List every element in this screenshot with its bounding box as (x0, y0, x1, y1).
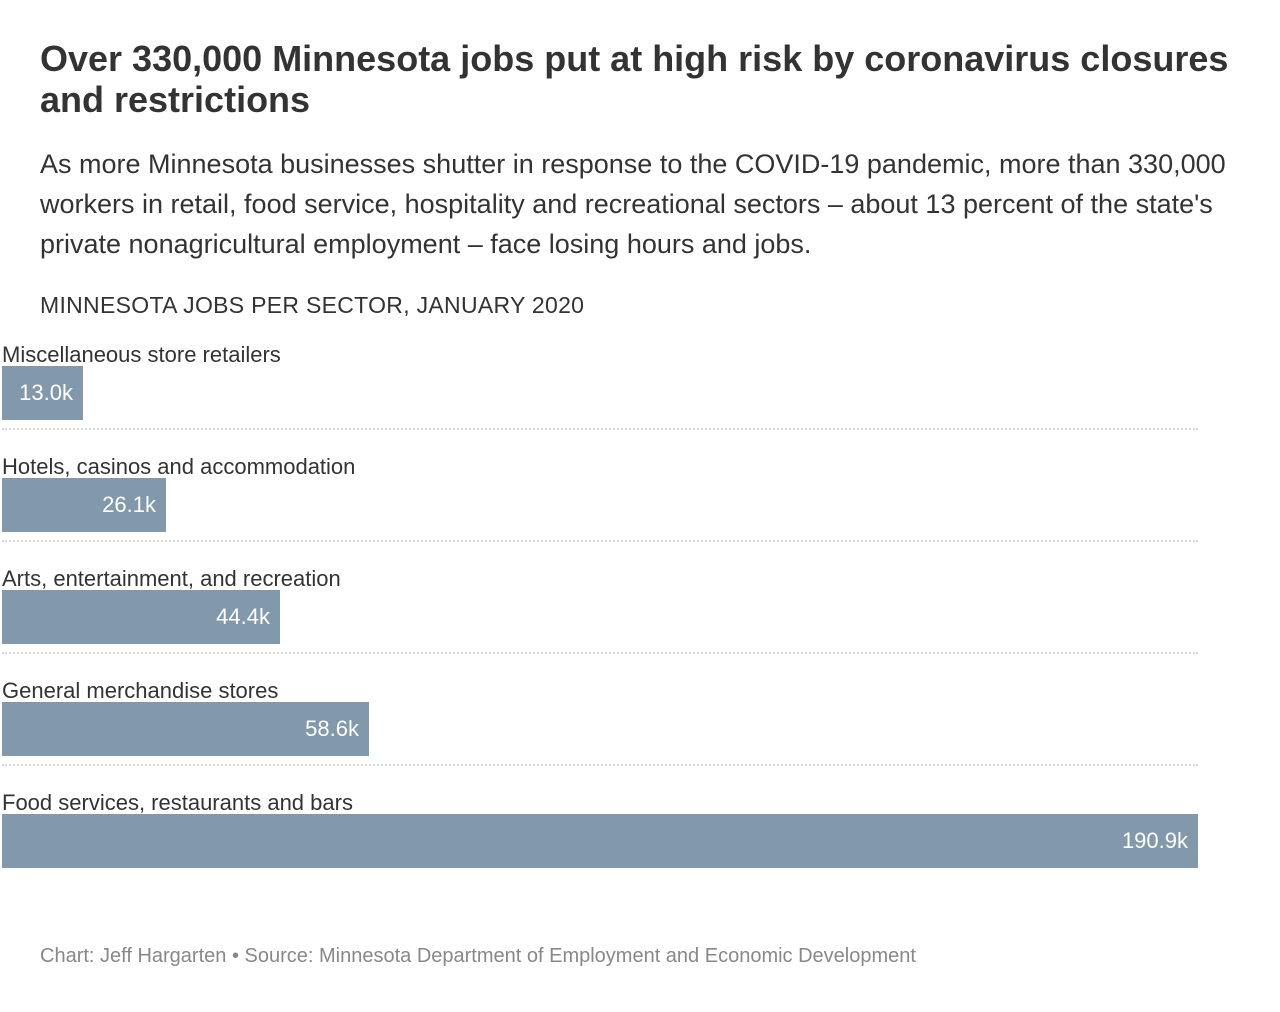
row-divider (2, 428, 1198, 430)
row-divider (2, 764, 1198, 766)
bar-row: Miscellaneous store retailers 13.0k (2, 326, 1198, 438)
category-label: Miscellaneous store retailers (2, 342, 281, 367)
bar (2, 478, 166, 532)
chart-heading: MINNESOTA JOBS PER SECTOR, JANUARY 2020 (40, 292, 585, 318)
bar-value-label: 58.6k (305, 716, 359, 741)
bar (2, 702, 369, 756)
bar-track: 58.6k (2, 702, 1198, 756)
bar-row: Hotels, casinos and accommodation 26.1k (2, 438, 1198, 550)
bar-value-label: 13.0k (19, 380, 73, 405)
category-label: General merchandise stores (2, 678, 279, 703)
chart-subtitle: As more Minnesota businesses shutter in … (40, 149, 1226, 259)
category-label: Hotels, casinos and accommodation (2, 454, 356, 479)
bar-row: Arts, entertainment, and recreation 44.4k (2, 550, 1198, 662)
bar-row: Food services, restaurants and bars 190.9… (2, 774, 1198, 886)
bar (2, 590, 280, 644)
category-label: Food services, restaurants and bars (2, 790, 353, 815)
bar-row: General merchandise stores 58.6k (2, 662, 1198, 774)
bar-track: 44.4k (2, 590, 1198, 644)
bar-chart: Miscellaneous store retailers 13.0k Hotels… (2, 326, 1198, 886)
chart-title: Over 330,000 Minnesota jobs put at high … (40, 38, 1229, 120)
row-divider (2, 652, 1198, 654)
bar-value-label: 44.4k (216, 604, 270, 629)
bar (2, 814, 1198, 868)
row-divider (2, 540, 1198, 542)
bar-value-label: 26.1k (102, 492, 156, 517)
bar (2, 366, 83, 420)
bar-track: 190.9k (2, 814, 1198, 868)
bar-track: 13.0k (2, 366, 1198, 420)
bar-value-label: 190.9k (1121, 828, 1188, 853)
bar-track: 26.1k (2, 478, 1198, 532)
category-label: Arts, entertainment, and recreation (2, 566, 341, 591)
chart-container: Over 330,000 Minnesota jobs put at high … (40, 38, 1240, 319)
chart-credit: Chart: Jeff Hargarten • Source: Minnesot… (40, 945, 916, 967)
